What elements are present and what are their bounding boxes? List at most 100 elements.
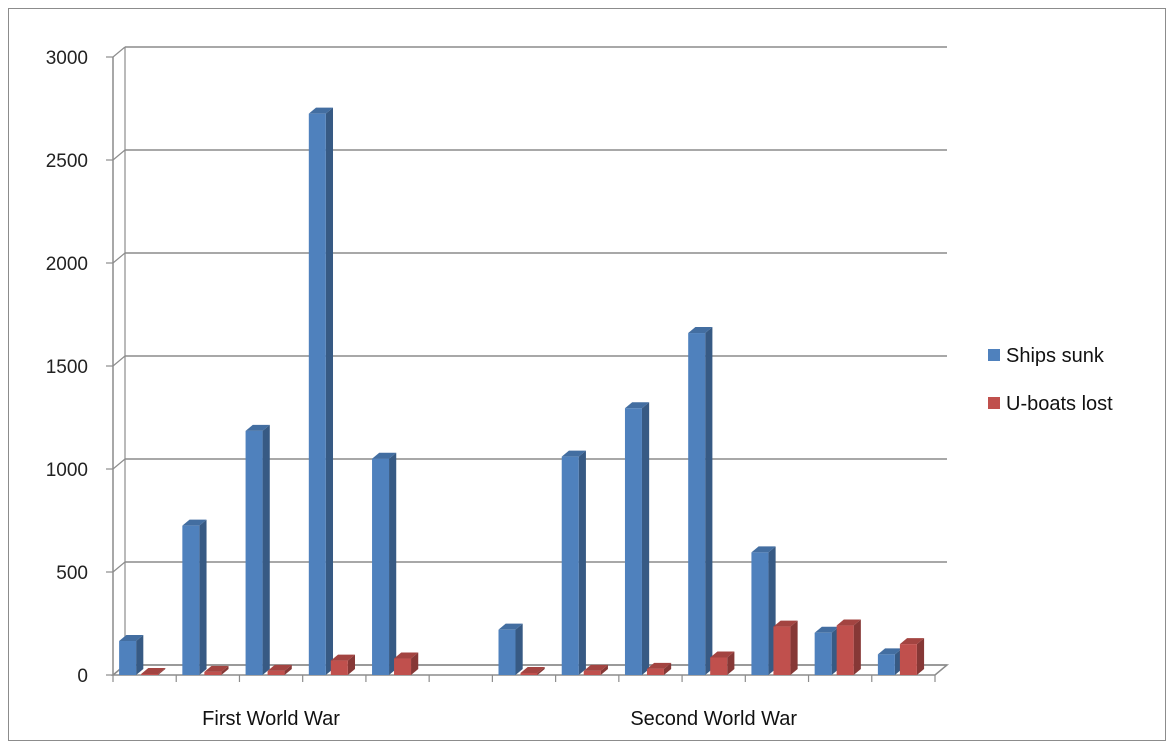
bar-side — [853, 619, 861, 675]
gridline-side — [112, 355, 126, 367]
y-axis-ticks: 0 500 1000 1500 2000 2500 3000 — [46, 48, 113, 687]
bar-top — [814, 626, 839, 633]
bar-front — [394, 658, 412, 675]
bar-front — [583, 670, 601, 675]
bar-front — [710, 657, 728, 675]
bar-side — [221, 665, 229, 675]
bar-ships-sunk — [877, 648, 903, 675]
gridline-side — [112, 46, 126, 58]
bar-side — [325, 107, 334, 675]
bar-top — [498, 623, 523, 630]
y-tick-label: 3000 — [46, 48, 88, 69]
category-label: Second World War — [630, 708, 797, 730]
gridline-side — [112, 561, 126, 573]
gridline-side — [112, 252, 126, 264]
y-tick-label: 2000 — [46, 254, 88, 275]
bar-side — [158, 667, 166, 675]
bar-front — [646, 668, 664, 675]
bar-top — [119, 635, 144, 642]
bar-side — [389, 452, 397, 675]
bar-ships-sunk — [688, 327, 713, 675]
bar-front — [688, 333, 706, 675]
bar-side — [705, 327, 713, 675]
bar-front — [267, 670, 285, 675]
bar-front — [119, 641, 137, 675]
bar-front — [899, 644, 917, 675]
bar-u-boats-lost — [204, 665, 229, 675]
bar-top — [773, 620, 798, 627]
legend: Ships sunk U-boats lost — [988, 345, 1113, 415]
bar-front — [308, 113, 326, 675]
bar-u-boats-lost — [141, 667, 166, 675]
bar-top — [182, 519, 207, 526]
bar-ships-sunk — [751, 546, 776, 675]
bar-ships-sunk — [119, 635, 144, 675]
bar-top — [330, 654, 356, 661]
bar-top — [899, 638, 925, 645]
y-tick-label: 1000 — [46, 460, 88, 481]
bar-front — [561, 456, 579, 675]
legend-label: U-boats lost — [1006, 393, 1113, 415]
bar-side — [600, 664, 608, 675]
bar-ships-sunk — [182, 519, 207, 675]
bar-front — [182, 525, 200, 675]
bar-side — [262, 424, 270, 675]
bar-ships-sunk — [561, 450, 586, 675]
bar-top — [520, 666, 545, 673]
y-tick-label: 2500 — [46, 151, 88, 172]
bar-u-boats-lost — [646, 662, 672, 675]
bar-front — [773, 626, 791, 675]
bar-ships-sunk — [372, 452, 397, 675]
bar-ships-sunk — [498, 623, 523, 675]
bar-u-boats-lost — [899, 638, 925, 675]
gridlines — [112, 46, 947, 676]
bar-side — [515, 623, 523, 675]
bar-front — [330, 660, 348, 675]
bar-side — [136, 635, 144, 675]
bar-u-boats-lost — [773, 620, 798, 675]
bar-top — [583, 664, 608, 671]
bar-u-boats-lost — [583, 664, 608, 675]
bar-top — [372, 452, 397, 459]
chart-axes — [110, 47, 950, 682]
bar-u-boats-lost — [836, 619, 861, 675]
bar-top — [561, 450, 586, 457]
legend-label: Ships sunk — [1006, 345, 1105, 367]
bar-top — [877, 648, 903, 655]
bar-u-boats-lost — [710, 651, 735, 675]
gridline-side — [112, 458, 126, 470]
bar-front — [498, 629, 516, 675]
bar-top — [836, 619, 861, 626]
bar-ships-sunk — [245, 424, 270, 675]
bar-top — [751, 546, 776, 553]
bar-front — [141, 673, 159, 675]
bar-ships-sunk — [624, 402, 650, 675]
bar-front — [836, 625, 854, 675]
bar-front — [624, 408, 642, 675]
bar-side — [537, 666, 545, 675]
bar-top — [245, 424, 270, 431]
y-tick-label: 0 — [77, 666, 88, 687]
bar-front — [245, 430, 263, 675]
bar-top — [646, 662, 672, 669]
bar-side — [641, 402, 650, 675]
bar-u-boats-lost — [394, 652, 419, 675]
bar-top — [710, 651, 735, 658]
bar-top — [688, 327, 713, 334]
bar-side — [347, 654, 356, 675]
category-label: First World War — [202, 708, 340, 730]
bar-u-boats-lost — [520, 666, 545, 675]
bar-side — [199, 519, 207, 675]
bar-side — [411, 652, 419, 675]
category-labels: First World War Second World War — [202, 708, 797, 730]
bar-u-boats-lost — [330, 654, 356, 675]
bar-side — [916, 638, 925, 675]
bar-u-boats-lost — [267, 664, 292, 675]
bar-front — [751, 552, 769, 675]
bar-ships-sunk — [308, 107, 334, 675]
bar-top — [624, 402, 650, 409]
bar-ships-sunk — [814, 626, 839, 675]
bars — [119, 107, 925, 675]
bar-side — [790, 620, 798, 675]
bar-top — [308, 107, 334, 114]
